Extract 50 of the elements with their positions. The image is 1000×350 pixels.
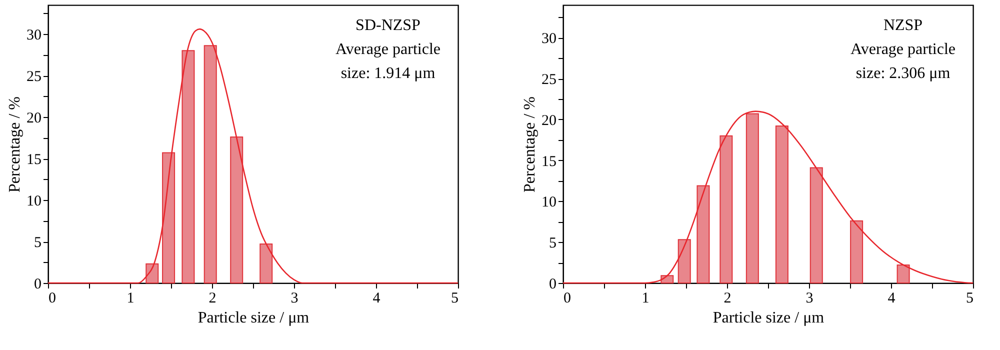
- x-tick-label: 4: [372, 290, 381, 306]
- y-tick-label: 15: [26, 152, 42, 168]
- bar: [182, 50, 195, 284]
- x-tick-label: 3: [806, 290, 814, 306]
- y-axis-title: Percentage / %: [522, 96, 538, 192]
- bar: [775, 126, 788, 284]
- annotation: SD-NZSP: [356, 17, 421, 34]
- annotation: NZSP: [883, 17, 923, 34]
- bar: [146, 263, 159, 284]
- y-tick-label: 10: [542, 194, 556, 211]
- y-tick-label: 10: [26, 194, 42, 210]
- y-tick-label: 25: [542, 72, 556, 88]
- y-tick-label: 20: [26, 110, 42, 127]
- bar: [678, 239, 691, 284]
- annotation: size: 1.914 μm: [340, 65, 436, 82]
- x-tick-label: 4: [888, 290, 896, 306]
- x-tick-label: 2: [208, 290, 216, 306]
- y-tick-label: 30: [26, 28, 42, 44]
- x-tick-label: 0: [48, 290, 56, 306]
- x-tick-label: 5: [966, 290, 974, 306]
- bar: [260, 243, 273, 284]
- y-tick-label: 0: [549, 276, 556, 292]
- x-tick-label: 3: [290, 290, 298, 306]
- bar: [720, 135, 733, 284]
- y-tick-label: 20: [542, 112, 556, 129]
- bar: [896, 264, 910, 284]
- annotation: Average particle: [850, 41, 956, 58]
- bar: [204, 45, 217, 284]
- bar: [810, 167, 823, 284]
- bar: [746, 113, 759, 284]
- x-tick-label: 2: [724, 290, 732, 306]
- x-tick-label: 1: [642, 290, 650, 306]
- x-tick-label: 0: [564, 290, 571, 306]
- annotation: Average particle: [336, 41, 440, 58]
- x-tick-label: 1: [126, 290, 134, 306]
- y-tick-label: 0: [34, 276, 42, 292]
- y-tick-label: 15: [542, 154, 556, 170]
- x-axis-title: Particle size / μm: [198, 310, 310, 326]
- x-axis-title: Particle size / μm: [712, 310, 825, 326]
- x-tick-label: 5: [451, 290, 458, 306]
- bar: [230, 136, 244, 284]
- y-tick-label: 5: [549, 236, 556, 252]
- bar: [162, 152, 176, 284]
- annotation: size: 2.306 μm: [856, 65, 951, 82]
- bar: [696, 185, 710, 284]
- y-axis-title: Percentage / %: [6, 96, 24, 192]
- y-tick-label: 25: [26, 69, 42, 86]
- y-tick-label: 5: [34, 235, 42, 252]
- bar: [850, 220, 864, 284]
- y-tick-label: 30: [542, 31, 556, 48]
